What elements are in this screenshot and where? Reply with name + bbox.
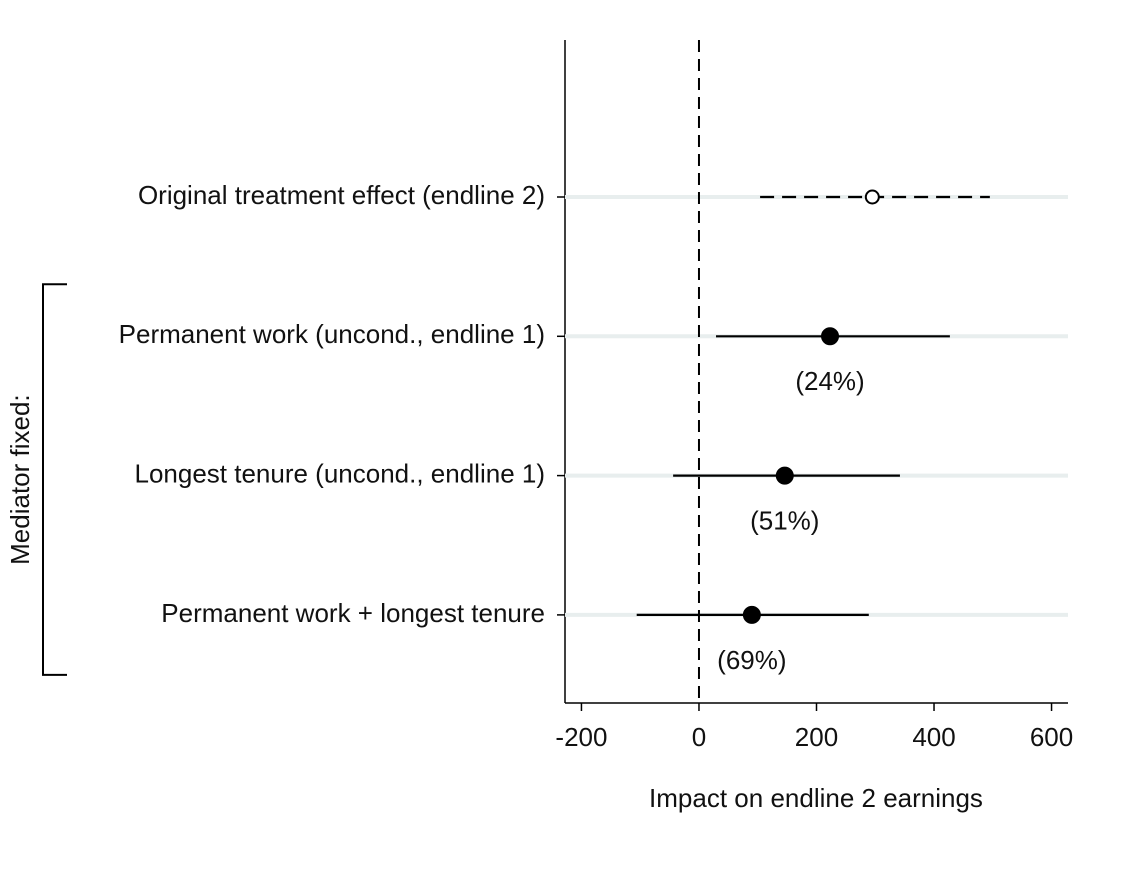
y-tick-label: Permanent work (uncond., endline 1) xyxy=(119,319,545,349)
x-tick-label: 400 xyxy=(912,722,955,752)
point-estimate xyxy=(821,327,840,346)
mediation-share: (51%) xyxy=(750,505,819,535)
point-estimate xyxy=(742,605,761,624)
x-tick-label: 600 xyxy=(1030,722,1073,752)
y-tick-label: Longest tenure (uncond., endline 1) xyxy=(134,458,545,488)
x-tick-label: -200 xyxy=(555,722,607,752)
x-tick-label: 0 xyxy=(692,722,706,752)
point-estimate xyxy=(775,466,794,485)
y-tick-label: Permanent work + longest tenure xyxy=(161,598,545,628)
point-estimate xyxy=(864,189,880,205)
group-label: Mediator fixed: xyxy=(5,394,35,565)
group-bracket xyxy=(42,283,67,676)
x-axis-title: Impact on endline 2 earnings xyxy=(649,783,983,813)
mediation-share: (69%) xyxy=(717,645,786,675)
y-tick-label: Original treatment effect (endline 2) xyxy=(138,180,545,210)
x-tick-label: 200 xyxy=(795,722,838,752)
mediation-share: (24%) xyxy=(795,366,864,396)
